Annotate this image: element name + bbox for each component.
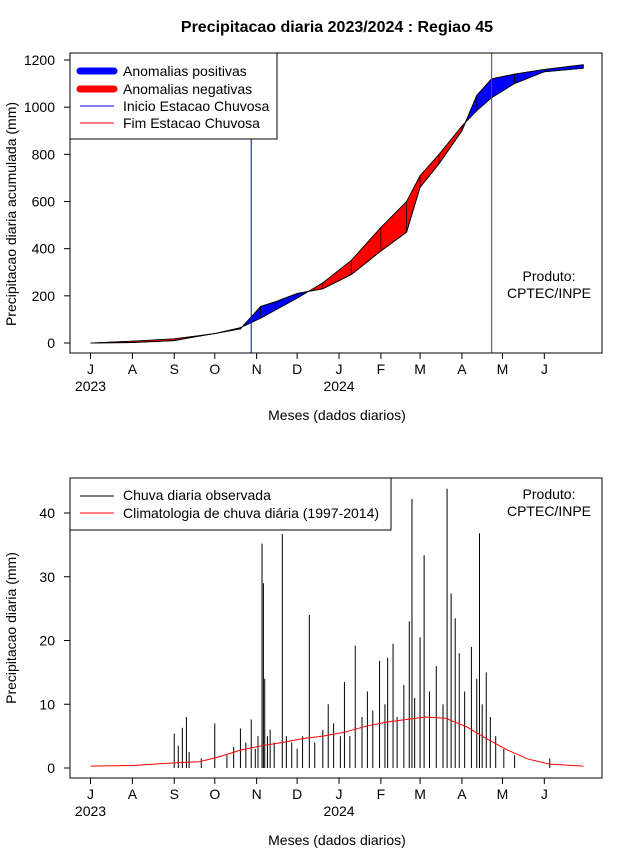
anomaly-band bbox=[406, 175, 421, 233]
legend-climatology-label: Climatologia de chuva diária (1997-2014) bbox=[123, 505, 379, 521]
anomaly-band bbox=[476, 78, 492, 112]
daily-y-tick-label: 20 bbox=[39, 633, 55, 649]
anomaly-band bbox=[322, 259, 352, 290]
cumulative-year-label: 2023 bbox=[75, 378, 106, 394]
daily-annotation-line2: CPTEC/INPE bbox=[507, 503, 591, 519]
anomaly-band bbox=[350, 226, 382, 276]
cumulative-xlabel: Meses (dados diarios) bbox=[268, 407, 406, 423]
cumulative-month-label: J bbox=[336, 361, 343, 377]
daily-legend bbox=[69, 477, 392, 531]
cumulative-annotation-line1: Produto: bbox=[523, 268, 576, 284]
cumulative-year-label: 2024 bbox=[323, 378, 354, 394]
daily-annotation-line1: Produto: bbox=[523, 486, 576, 502]
cumulative-month-label: N bbox=[252, 361, 262, 377]
daily-month-label: J bbox=[87, 786, 94, 802]
climatology-daily-line bbox=[90, 716, 584, 767]
daily-ylabel: Precipitacao diaria (mm) bbox=[3, 552, 19, 704]
anomaly-band bbox=[380, 200, 407, 252]
cumulative-y-tick-label: 1000 bbox=[24, 99, 55, 115]
cumulative-month-label: J bbox=[541, 361, 548, 377]
chart-title: Precipitacao diaria 2023/2024 : Regiao 4… bbox=[181, 19, 493, 36]
legend-negative-label: Anomalias negativas bbox=[123, 81, 252, 97]
cumulative-y-tick-label: 600 bbox=[32, 194, 56, 210]
cumulative-y-tick-label: 400 bbox=[32, 241, 56, 257]
daily-month-label: N bbox=[252, 786, 262, 802]
daily-month-label: M bbox=[497, 786, 509, 802]
daily-month-label: M bbox=[414, 786, 426, 802]
daily-year-label: 2024 bbox=[323, 803, 354, 819]
legend-observed-label: Chuva diaria observada bbox=[123, 487, 271, 503]
climatological-cumulative-line bbox=[90, 67, 584, 344]
daily-y-tick-label: 40 bbox=[39, 505, 55, 521]
cumulative-month-label: A bbox=[457, 361, 467, 377]
cumulative-month-label: J bbox=[87, 361, 94, 377]
daily-month-label: F bbox=[377, 786, 386, 802]
cumulative-month-label: D bbox=[292, 361, 302, 377]
observed-cumulative-line bbox=[90, 64, 584, 344]
cumulative-plot-frame bbox=[69, 52, 603, 354]
cumulative-ylabel: Precipitacao diaria acumulada (mm) bbox=[3, 102, 19, 326]
legend-start-label: Inicio Estacao Chuvosa bbox=[123, 98, 270, 114]
cumulative-y-tick-label: 0 bbox=[47, 335, 55, 351]
daily-plot-area bbox=[90, 488, 584, 768]
cumulative-y-tick-label: 800 bbox=[32, 146, 56, 162]
cumulative-annotation-line2: CPTEC/INPE bbox=[507, 285, 591, 301]
cumulative-month-label: A bbox=[128, 361, 138, 377]
daily-year-label: 2023 bbox=[75, 803, 106, 819]
cumulative-month-label: S bbox=[170, 361, 179, 377]
daily-month-label: A bbox=[128, 786, 138, 802]
daily-xlabel: Meses (dados diarios) bbox=[268, 832, 406, 848]
daily-month-label: A bbox=[457, 786, 467, 802]
cumulative-month-label: F bbox=[377, 361, 386, 377]
cumulative-plot-area bbox=[90, 53, 584, 353]
daily-y-tick-label: 10 bbox=[39, 696, 55, 712]
daily-month-label: S bbox=[170, 786, 179, 802]
legend-positive-label: Anomalias positivas bbox=[123, 63, 247, 79]
daily-y-tick-label: 0 bbox=[47, 760, 55, 776]
cumulative-month-label: M bbox=[497, 361, 509, 377]
cumulative-month-label: M bbox=[414, 361, 426, 377]
daily-month-label: J bbox=[541, 786, 548, 802]
anomaly-band bbox=[419, 153, 440, 189]
cumulative-y-tick-label: 200 bbox=[32, 288, 56, 304]
daily-y-tick-label: 30 bbox=[39, 569, 55, 585]
cumulative-y-tick-label: 1200 bbox=[24, 52, 55, 68]
daily-month-label: D bbox=[292, 786, 302, 802]
legend-end-label: Fim Estacao Chuvosa bbox=[123, 115, 260, 131]
daily-month-label: O bbox=[209, 786, 220, 802]
anomaly-band bbox=[275, 293, 298, 311]
cumulative-month-label: O bbox=[209, 361, 220, 377]
daily-month-label: J bbox=[336, 786, 343, 802]
cumulative-legend bbox=[69, 52, 278, 140]
